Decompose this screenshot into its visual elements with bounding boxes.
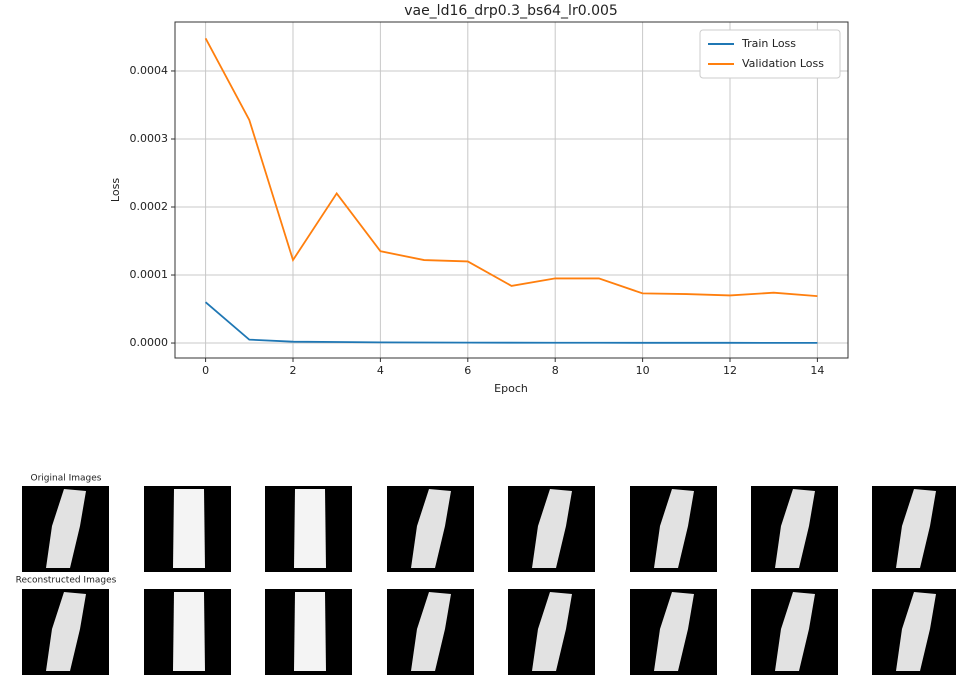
legend-label: Train Loss	[741, 37, 796, 50]
y-tick-label: 0.0003	[130, 132, 169, 145]
series-line	[206, 302, 818, 343]
x-axis-label: Epoch	[494, 382, 528, 395]
image-strip	[173, 489, 205, 568]
x-tick-label: 2	[289, 364, 296, 377]
y-tick-label: 0.0004	[130, 64, 169, 77]
x-tick-label: 10	[636, 364, 650, 377]
y-axis-label: Loss	[109, 178, 122, 202]
x-tick-label: 0	[202, 364, 209, 377]
x-tick-label: 14	[810, 364, 824, 377]
image-strip	[294, 489, 326, 568]
image-grid	[22, 486, 956, 675]
y-tick-label: 0.0000	[130, 336, 169, 349]
x-tick-label: 6	[464, 364, 471, 377]
x-tick-label: 8	[552, 364, 559, 377]
legend-label: Validation Loss	[742, 57, 824, 70]
image-strip	[173, 592, 205, 671]
reconstructed-label: Reconstructed Images	[16, 576, 117, 586]
image-strip	[294, 592, 326, 671]
page: vae_ld16_drp0.3_bs64_lr0.005 Epoch Loss …	[0, 0, 956, 675]
x-tick-label: 12	[723, 364, 737, 377]
y-tick-label: 0.0001	[130, 268, 169, 281]
y-tick-label: 0.0002	[130, 200, 169, 213]
original-label: Original Images	[31, 474, 102, 484]
x-tick-label: 4	[377, 364, 384, 377]
chart-title: vae_ld16_drp0.3_bs64_lr0.005	[404, 3, 618, 19]
